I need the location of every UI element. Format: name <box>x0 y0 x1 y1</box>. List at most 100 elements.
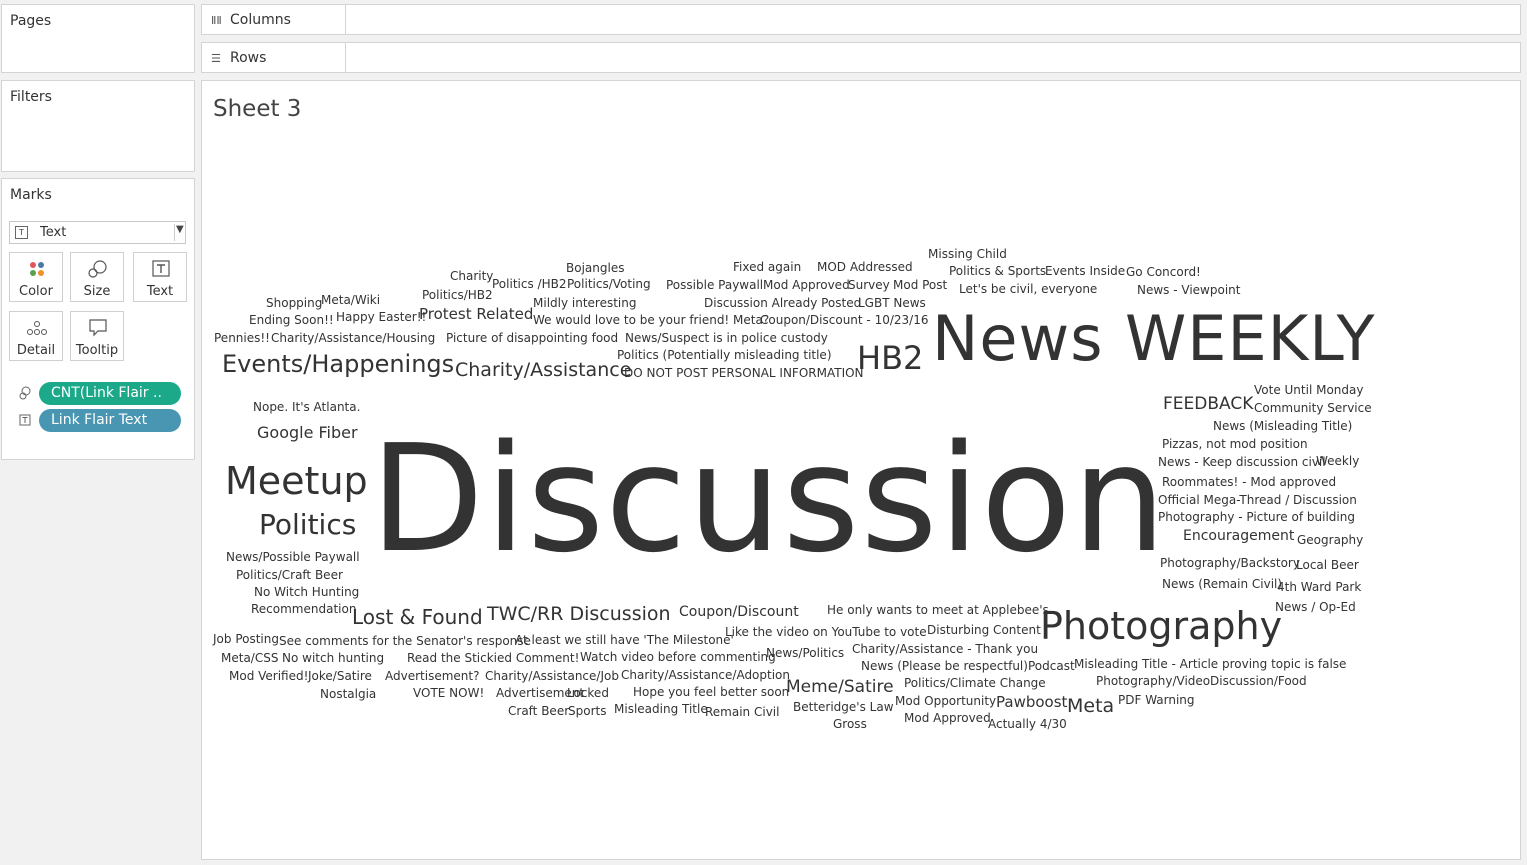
word-cloud-item[interactable]: 4th Ward Park <box>1277 580 1362 594</box>
word-cloud-item[interactable]: Vote Until Monday <box>1254 383 1364 397</box>
word-cloud-item[interactable]: Mildly interesting <box>533 296 637 310</box>
word-cloud-item[interactable]: Politics/Voting <box>567 277 651 291</box>
word-cloud-item[interactable]: Mod Approved <box>904 711 991 725</box>
word-cloud-item[interactable]: Politics (Potentially misleading title) <box>617 348 832 362</box>
word-cloud-item[interactable]: HB2 <box>857 339 924 377</box>
word-cloud-item[interactable]: Survey <box>848 278 890 292</box>
word-cloud-item[interactable]: Meme/Satire <box>786 677 894 697</box>
word-cloud-item[interactable]: Mod Verified! <box>229 669 309 683</box>
word-cloud-item[interactable]: Like the video on YouTube to vote <box>725 625 927 639</box>
word-cloud-item[interactable]: News (Remain Civil) <box>1162 577 1283 591</box>
word-cloud-item[interactable]: Meetup <box>225 459 368 503</box>
word-cloud-item[interactable]: Mod Approved <box>763 278 850 292</box>
word-cloud-item[interactable]: Watch video before commenting <box>580 650 776 664</box>
word-cloud-item[interactable]: Mod Post <box>893 278 948 292</box>
viz-canvas[interactable] <box>201 80 1521 860</box>
word-cloud-item[interactable]: DO NOT POST PERSONAL INFORMATION <box>624 366 864 380</box>
word-cloud-item[interactable]: News <box>932 302 1104 375</box>
color-card[interactable]: Color <box>9 252 63 302</box>
word-cloud-item[interactable]: Protest Related <box>419 305 534 323</box>
word-cloud-item[interactable]: Google Fiber <box>257 423 358 442</box>
size-card[interactable]: Size <box>70 252 124 302</box>
link-flair-text-pill[interactable]: Link Flair Text <box>39 409 181 432</box>
word-cloud-item[interactable]: Go Concord! <box>1126 265 1201 279</box>
word-cloud-item[interactable]: WEEKLY <box>1125 302 1376 375</box>
word-cloud-item[interactable]: No witch hunting <box>282 651 385 665</box>
columns-shelf[interactable]: ⅡⅡ Columns <box>201 4 1521 35</box>
word-cloud-item[interactable]: Politics/Craft Beer <box>236 568 343 582</box>
word-cloud-item[interactable]: Pennies!! <box>214 331 270 345</box>
word-cloud-item[interactable]: Pizzas, not mod position <box>1162 437 1308 451</box>
word-cloud-item[interactable]: Sports <box>568 704 607 718</box>
word-cloud-item[interactable]: Craft Beer <box>508 704 570 718</box>
word-cloud-item[interactable]: Encouragement <box>1183 528 1295 544</box>
word-cloud-item[interactable]: News - Keep discussion civil <box>1158 455 1326 469</box>
word-cloud-item[interactable]: Charity <box>450 269 494 283</box>
word-cloud-item[interactable]: News (Please be respectful) <box>861 659 1028 673</box>
word-cloud-item[interactable]: News - Viewpoint <box>1137 283 1241 297</box>
word-cloud-item[interactable]: He only wants to meet at Applebee's <box>827 603 1049 617</box>
word-cloud-item[interactable]: Meta/CSS <box>221 651 279 665</box>
word-cloud-item[interactable]: Photography/Backstory <box>1160 556 1300 570</box>
word-cloud-item[interactable]: Recommendation <box>251 602 357 616</box>
word-cloud-item[interactable]: Picture of disappointing food <box>446 331 619 345</box>
word-cloud-item[interactable]: News/Politics <box>766 646 845 660</box>
text-card[interactable]: Text <box>133 252 187 302</box>
word-cloud-item[interactable]: At least we still have 'The Milestone' <box>515 633 734 647</box>
word-cloud-item[interactable]: Nostalgia <box>320 687 377 701</box>
word-cloud-item[interactable]: Read the Stickied Comment! <box>407 651 580 665</box>
word-cloud-item[interactable]: VOTE NOW! <box>413 686 485 700</box>
word-cloud-item[interactable]: Coupon/Discount <box>679 604 799 620</box>
word-cloud-item[interactable]: LGBT News <box>858 296 926 310</box>
word-cloud-item[interactable]: MOD Addressed <box>817 260 913 274</box>
word-cloud-item[interactable]: Misleading Title - Article proving topic… <box>1074 657 1347 671</box>
word-cloud-item[interactable]: Advertisement? <box>385 669 480 683</box>
word-cloud-item[interactable]: Local Beer <box>1296 558 1359 572</box>
word-cloud-item[interactable]: Charity/Assistance - Thank you <box>852 642 1039 656</box>
word-cloud-item[interactable]: Ending Soon!! <box>249 313 334 327</box>
word-cloud-item[interactable]: See comments for the Senator's response <box>279 634 531 648</box>
word-cloud-item[interactable]: Gross <box>833 717 867 731</box>
word-cloud-item[interactable]: Fixed again <box>733 260 802 274</box>
word-cloud-item[interactable]: Shopping <box>266 296 323 310</box>
word-cloud-item[interactable]: Meta <box>1067 695 1115 717</box>
word-cloud-item[interactable]: Missing Child <box>928 247 1007 261</box>
tooltip-card[interactable]: Tooltip <box>70 311 124 361</box>
word-cloud-item[interactable]: Photography <box>1040 604 1283 648</box>
word-cloud-item[interactable]: Politics/HB2 <box>422 288 493 302</box>
word-cloud-item[interactable]: Advertisement <box>496 686 585 700</box>
detail-card[interactable]: Detail <box>9 311 63 361</box>
word-cloud-item[interactable]: Weekly <box>1316 454 1360 468</box>
word-cloud-item[interactable]: Locked <box>567 686 609 700</box>
word-cloud-item[interactable]: FEEDBACK <box>1163 394 1254 414</box>
word-cloud-item[interactable]: Photography/Video <box>1096 674 1211 688</box>
word-cloud-item[interactable]: Events Inside <box>1045 264 1126 278</box>
word-cloud-item[interactable]: Misleading Title <box>614 702 708 716</box>
word-cloud-item[interactable]: Politics/Climate Change <box>904 676 1046 690</box>
word-cloud-item[interactable]: No Witch Hunting <box>254 585 360 599</box>
word-cloud-item[interactable]: Actually 4/30 <box>988 717 1067 731</box>
word-cloud-item[interactable]: Possible Paywall <box>666 278 764 292</box>
word-cloud-item[interactable]: Politics <box>259 508 357 541</box>
word-cloud-item[interactable]: Bojangles <box>566 261 625 275</box>
word-cloud-item[interactable]: Happy Easter!! <box>336 310 427 324</box>
word-cloud-item[interactable]: Discussion <box>370 413 1168 585</box>
word-cloud-item[interactable]: Coupon/Discount - 10/23/16 <box>760 313 929 327</box>
word-cloud-item[interactable]: Official Mega-Thread / Discussion <box>1158 493 1357 507</box>
word-cloud-item[interactable]: Joke/Satire <box>308 669 372 683</box>
word-cloud-item[interactable]: Photography - Picture of building <box>1158 510 1355 524</box>
word-cloud-item[interactable]: PDF Warning <box>1118 693 1195 707</box>
pages-pane[interactable]: Pages <box>1 4 195 73</box>
word-cloud-item[interactable]: News / Op-Ed <box>1275 600 1356 614</box>
word-cloud-item[interactable]: News/Possible Paywall <box>226 550 360 564</box>
word-cloud-item[interactable]: Betteridge's Law <box>793 700 894 714</box>
word-cloud-item[interactable]: We would love to be your friend! Meta? <box>533 313 770 327</box>
word-cloud-item[interactable]: Community Service <box>1254 401 1372 415</box>
word-cloud-item[interactable]: Charity/Assistance <box>455 359 632 381</box>
rows-shelf[interactable]: ☰ Rows <box>201 42 1521 73</box>
word-cloud-item[interactable]: Roommates! - Mod approved <box>1162 475 1337 489</box>
word-cloud-item[interactable]: Let's be civil, everyone <box>959 282 1098 296</box>
filters-pane[interactable]: Filters <box>1 80 195 172</box>
word-cloud-item[interactable]: Meta/Wiki <box>321 293 381 307</box>
word-cloud-item[interactable]: Geography <box>1297 533 1364 547</box>
